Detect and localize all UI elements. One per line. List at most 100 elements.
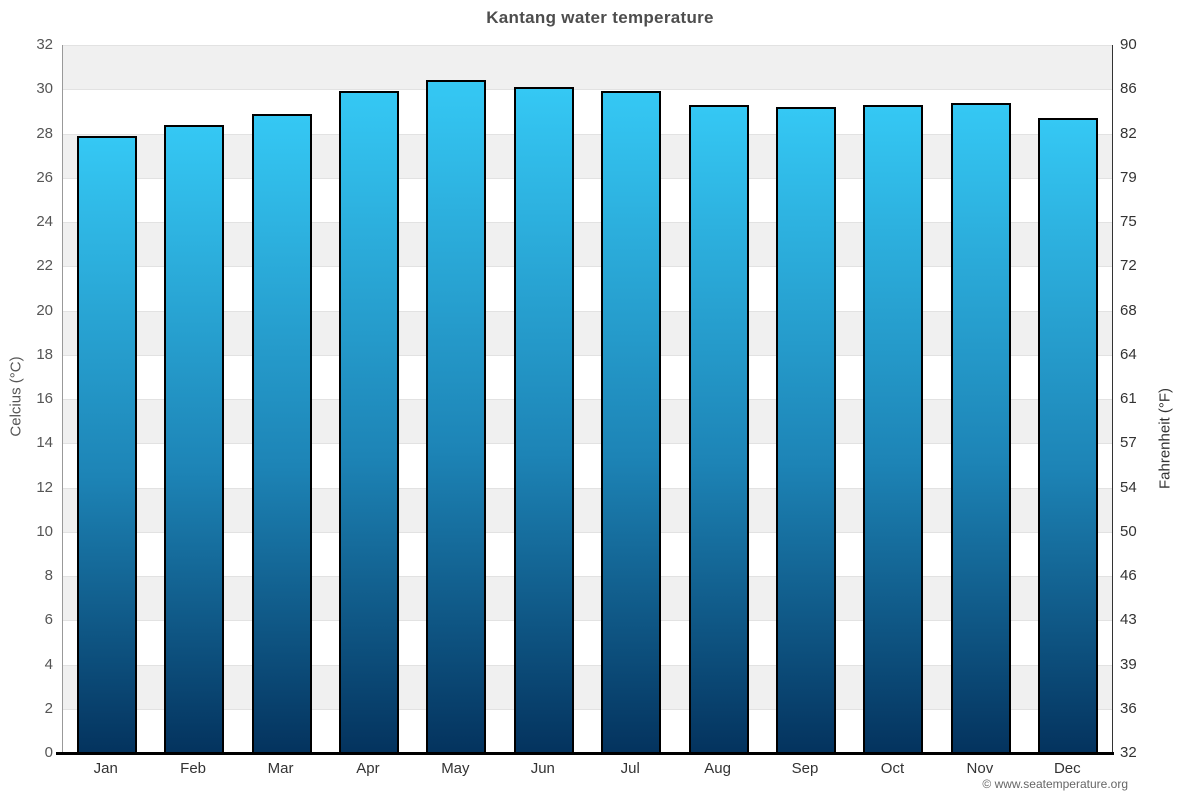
celsius-tick-label: 28 xyxy=(36,124,53,142)
celsius-tick-label: 2 xyxy=(44,699,53,717)
plot-band xyxy=(63,620,1112,665)
celsius-tick-label: 32 xyxy=(36,36,53,53)
month-label-nov: Nov xyxy=(966,760,994,777)
fahrenheit-tick-label: 90 xyxy=(1120,36,1137,53)
bar-apr xyxy=(338,91,399,753)
celsius-tick-label: 30 xyxy=(36,80,53,98)
gridline xyxy=(63,399,1112,400)
month-axis-labels: Jan Feb Mar Apr May Jun Jul Aug Sep Oct Nov Dec xyxy=(62,760,1111,782)
celsius-tick-label: 4 xyxy=(44,655,53,673)
month-label-apr: Apr xyxy=(356,760,380,777)
fahrenheit-axis-labels: 90 86 82 79 75 72 68 64 61 57 54 50 46 43 39 36 32 xyxy=(1120,37,1180,761)
celsius-tick-label: 24 xyxy=(36,213,53,230)
fahrenheit-tick-label: 46 xyxy=(1120,567,1137,584)
celsius-tick-label: 0 xyxy=(44,744,53,761)
fahrenheit-tick-label: 82 xyxy=(1120,124,1137,142)
celsius-tick-label: 18 xyxy=(36,345,53,363)
plot-band xyxy=(63,266,1112,311)
x-axis-line xyxy=(56,752,1114,755)
celsius-axis-labels: 32 30 28 26 24 22 20 18 16 14 12 10 8 6 4 2 0 xyxy=(0,37,53,761)
fahrenheit-axis-title: Fahrenheit (°F) xyxy=(1156,387,1174,490)
gridline xyxy=(63,354,1112,356)
gridline xyxy=(63,222,1112,223)
plot-band xyxy=(63,576,1112,621)
gridline xyxy=(63,531,1112,533)
celsius-axis-title: Celcius (°C) xyxy=(7,356,25,437)
gridline xyxy=(63,310,1112,312)
celsius-tick-label: 22 xyxy=(36,257,53,275)
bar-jul xyxy=(601,91,662,753)
month-label-feb: Feb xyxy=(180,760,207,777)
celsius-tick-label: 16 xyxy=(36,390,53,407)
bar-aug xyxy=(688,104,749,753)
gridline xyxy=(63,45,1112,46)
month-label-jul: Jul xyxy=(620,760,640,777)
month-label-sep: Sep xyxy=(791,760,819,777)
bar-jun xyxy=(513,87,574,753)
fahrenheit-tick-label: 64 xyxy=(1120,345,1137,363)
gridline xyxy=(63,487,1112,489)
month-label-mar: Mar xyxy=(267,760,294,777)
celsius-tick-label: 20 xyxy=(36,301,53,319)
gridline xyxy=(63,664,1112,666)
plot-band xyxy=(63,708,1112,753)
celsius-tick-label: 10 xyxy=(36,522,53,540)
bar-nov xyxy=(950,102,1011,753)
celsius-tick-label: 12 xyxy=(36,478,53,496)
gridline xyxy=(63,576,1112,577)
plot-band xyxy=(63,177,1112,222)
plot-band xyxy=(63,310,1112,355)
bar-oct xyxy=(863,104,924,753)
month-label-may: May xyxy=(441,760,470,777)
gridline xyxy=(63,708,1112,710)
fahrenheit-tick-label: 86 xyxy=(1120,80,1137,98)
fahrenheit-tick-label: 75 xyxy=(1120,213,1137,230)
gridline xyxy=(63,133,1112,135)
month-label-aug: Aug xyxy=(704,760,731,777)
plot-band xyxy=(63,45,1112,90)
plot-band xyxy=(63,487,1112,532)
fahrenheit-tick-label: 32 xyxy=(1120,744,1137,761)
celsius-tick-label: 8 xyxy=(44,567,53,584)
fahrenheit-tick-label: 79 xyxy=(1120,168,1137,186)
plot-band xyxy=(63,531,1112,576)
copyright-watermark: © www.seatemperature.org xyxy=(982,777,1128,791)
fahrenheit-tick-label: 43 xyxy=(1120,611,1137,629)
fahrenheit-tick-label: 50 xyxy=(1120,522,1137,540)
chart-title: Kantang water temperature xyxy=(486,8,714,27)
fahrenheit-tick-label: 57 xyxy=(1120,434,1137,452)
bar-feb xyxy=(164,124,225,753)
month-label-oct: Oct xyxy=(880,760,905,777)
gridline xyxy=(63,89,1112,91)
plot-band xyxy=(63,443,1112,488)
plot-band xyxy=(63,664,1112,709)
gridline xyxy=(63,443,1112,445)
plot-area xyxy=(62,45,1113,754)
gridline xyxy=(63,620,1112,622)
plot-band xyxy=(63,222,1112,267)
fahrenheit-tick-label: 54 xyxy=(1120,478,1137,496)
month-label-jan: Jan xyxy=(93,760,118,777)
fahrenheit-tick-label: 39 xyxy=(1120,655,1137,673)
gridline xyxy=(63,266,1112,268)
fahrenheit-tick-label: 61 xyxy=(1120,390,1137,407)
fahrenheit-tick-label: 72 xyxy=(1120,257,1137,275)
celsius-tick-label: 6 xyxy=(44,611,53,629)
fahrenheit-tick-label: 36 xyxy=(1120,699,1137,717)
bar-dec xyxy=(1038,118,1099,753)
gridline xyxy=(63,177,1112,179)
bar-mar xyxy=(251,113,312,753)
plot-band xyxy=(63,354,1112,399)
fahrenheit-tick-label: 68 xyxy=(1120,301,1137,319)
month-label-dec: Dec xyxy=(1053,760,1081,777)
bar-may xyxy=(426,80,487,753)
celsius-tick-label: 14 xyxy=(36,434,53,452)
plot-band xyxy=(63,133,1112,178)
bar-jan xyxy=(76,135,137,753)
plot-band xyxy=(63,399,1112,444)
month-label-jun: Jun xyxy=(530,760,555,777)
plot-band xyxy=(63,89,1112,134)
bar-sep xyxy=(776,106,837,753)
celsius-tick-label: 26 xyxy=(36,168,53,186)
